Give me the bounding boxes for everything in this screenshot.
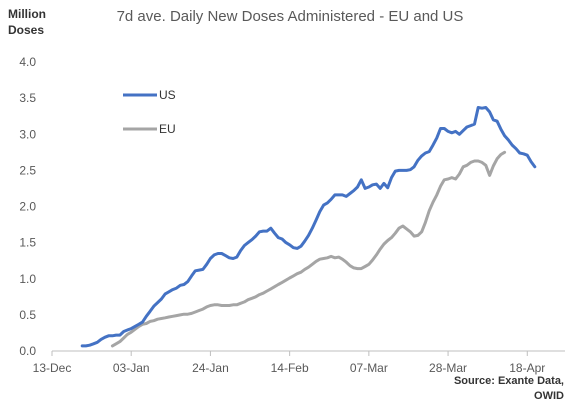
source-line2: OWID xyxy=(534,390,564,402)
x-tick-label: 07-Mar xyxy=(350,361,388,375)
y-axis-title-line2: Doses xyxy=(8,23,45,37)
source-line1: Source: Exante Data, xyxy=(453,375,564,387)
y-tick-label: 2.0 xyxy=(19,200,36,214)
y-tick-label: 0.0 xyxy=(19,344,36,358)
legend-label-eu: EU xyxy=(159,122,176,136)
series-line-eu xyxy=(110,150,507,348)
y-tick-label: 1.5 xyxy=(19,236,36,250)
x-tick-label: 18-Apr xyxy=(509,361,545,375)
y-tick-label: 0.5 xyxy=(19,308,36,322)
legend-label-us: US xyxy=(159,88,176,102)
y-axis-title: Million Doses xyxy=(8,6,46,38)
y-tick-label: 2.5 xyxy=(19,163,36,177)
x-tick-label: 13-Dec xyxy=(33,361,72,375)
source-note: Source: Exante Data, OWID xyxy=(454,374,564,404)
chart-title: 7d ave. Daily New Doses Administered - E… xyxy=(116,8,464,25)
y-tick-label: 3.5 xyxy=(19,91,36,105)
y-tick-label: 1.0 xyxy=(19,272,36,286)
series-line-us xyxy=(80,106,537,348)
x-tick-label: 28-Mar xyxy=(429,361,467,375)
y-tick-label: 3.0 xyxy=(19,127,36,141)
y-tick-label: 4.0 xyxy=(19,55,36,69)
x-tick-label: 14-Feb xyxy=(271,361,309,375)
y-axis-title-line1: Million xyxy=(8,7,46,21)
x-tick-label: 24-Jan xyxy=(192,361,229,375)
x-tick-label: 03-Jan xyxy=(113,361,150,375)
